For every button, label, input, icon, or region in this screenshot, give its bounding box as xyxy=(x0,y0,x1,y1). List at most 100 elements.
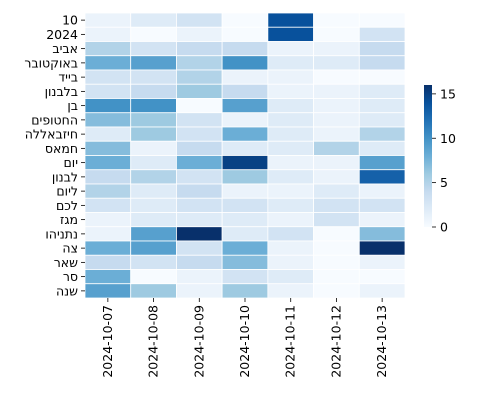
heatmap-cell xyxy=(358,112,406,128)
heatmap-cell xyxy=(313,254,360,270)
y-tick-label: חמאס xyxy=(45,141,78,156)
heatmap-cell xyxy=(176,212,223,228)
y-tick-label: בן xyxy=(67,98,78,113)
x-tick-label: 2024-10-13 xyxy=(374,305,389,378)
x-tick-label: 2024-10-07 xyxy=(100,305,115,378)
heatmap-cell xyxy=(358,169,406,185)
colorbar: 0 5 10 15 xyxy=(424,85,456,235)
heatmap-cell xyxy=(130,240,177,256)
heatmap-cell xyxy=(221,155,269,171)
heatmap-cell xyxy=(313,240,360,256)
heatmap-cell xyxy=(313,12,360,28)
x-tick-label: 2024-10-12 xyxy=(328,305,343,378)
heatmap-cell xyxy=(84,12,132,28)
heatmap-cell xyxy=(176,26,223,42)
heatmap-cell xyxy=(267,254,314,270)
heatmap-cell xyxy=(84,269,132,285)
heatmap-cell xyxy=(221,112,269,128)
heatmap-cell xyxy=(358,69,406,85)
heatmap-cell xyxy=(130,183,177,199)
heatmap-cell xyxy=(221,12,269,28)
heatmap-cell xyxy=(221,83,269,99)
heatmap-cell xyxy=(221,126,269,142)
heatmap-cell xyxy=(176,41,223,57)
colorbar-tick-label: 5 xyxy=(440,175,448,190)
heatmap-cell xyxy=(221,69,269,85)
heatmap-cell xyxy=(267,12,314,28)
y-tick-label: סר xyxy=(63,269,78,284)
heatmap-cell xyxy=(313,112,360,128)
heatmap-cell xyxy=(358,183,406,199)
heatmap-cell xyxy=(358,140,406,156)
heatmap-cell xyxy=(130,69,177,85)
y-tick-label: בלבנון xyxy=(45,84,78,99)
y-tick-label: החטופים xyxy=(31,112,78,127)
colorbar-gradient xyxy=(424,85,432,227)
heatmap-cell xyxy=(358,283,406,299)
heatmap-cell xyxy=(358,126,406,142)
heatmap-cell xyxy=(358,41,406,57)
x-axis-labels: 2024-10-07 2024-10-08 2024-10-09 2024-10-10… xyxy=(100,298,389,378)
heatmap-cell xyxy=(176,83,223,99)
heatmap-cell xyxy=(130,283,177,299)
heatmap-cell xyxy=(267,26,314,42)
heatmap-cell xyxy=(130,112,177,128)
heatmap-cell xyxy=(130,155,177,171)
heatmap-cell xyxy=(176,140,223,156)
heatmap-cell xyxy=(84,112,132,128)
heatmap-cell xyxy=(313,83,360,99)
heatmap-cell xyxy=(313,283,360,299)
heatmap-cell xyxy=(84,254,132,270)
y-tick-label: מגז xyxy=(60,212,78,227)
heatmap-cell xyxy=(267,83,314,99)
heatmap-cell xyxy=(84,283,132,299)
heatmap-cell xyxy=(313,140,360,156)
y-tick-label: שאר xyxy=(54,255,78,270)
heatmap-cell xyxy=(84,126,132,142)
heatmap-cell xyxy=(176,12,223,28)
y-tick-label: 2024 xyxy=(46,27,78,42)
heatmap-cell xyxy=(267,155,314,171)
x-tick-label: 2024-10-10 xyxy=(237,305,252,378)
heatmap-cell xyxy=(313,183,360,199)
heatmap-cell xyxy=(358,197,406,213)
heatmap-cell xyxy=(221,254,269,270)
x-tick-label: 2024-10-09 xyxy=(191,305,206,378)
y-tick-label: בייד xyxy=(58,70,78,85)
heatmap-cell xyxy=(221,169,269,185)
heatmap-cell xyxy=(176,240,223,256)
heatmap-cell xyxy=(84,212,132,228)
heatmap-cell xyxy=(267,269,314,285)
heatmap-cell xyxy=(130,226,177,242)
heatmap-cell xyxy=(84,183,132,199)
heatmap-cell xyxy=(358,98,406,114)
heatmap-cell xyxy=(84,240,132,256)
heatmap-cell xyxy=(267,140,314,156)
heatmap-cell xyxy=(313,269,360,285)
heatmap-cell xyxy=(176,98,223,114)
heatmap-cell xyxy=(358,12,406,28)
heatmap-cell xyxy=(221,226,269,242)
heatmap-cell xyxy=(176,226,223,242)
y-tick-label: יום xyxy=(64,155,79,170)
heatmap-cell xyxy=(358,83,406,99)
heatmap-cell xyxy=(176,269,223,285)
heatmap-cell xyxy=(221,55,269,71)
heatmap-cell xyxy=(130,12,177,28)
heatmap-cell xyxy=(313,69,360,85)
heatmap-cell xyxy=(84,169,132,185)
heatmap-cell xyxy=(313,98,360,114)
heatmap-cell xyxy=(130,254,177,270)
heatmap-cell xyxy=(313,26,360,42)
heatmap-cell xyxy=(176,183,223,199)
heatmap-cell xyxy=(130,140,177,156)
colorbar-tick-label: 15 xyxy=(440,86,456,101)
y-axis-labels: 102024אביבבאוקטוברביידבלבנוןבןהחטופיםחיז… xyxy=(24,13,85,298)
y-tick-label: חיזבאללה xyxy=(25,127,78,142)
heatmap-cell xyxy=(267,226,314,242)
heatmap-cell xyxy=(358,269,406,285)
heatmap-cell xyxy=(130,212,177,228)
heatmap-cell xyxy=(221,98,269,114)
x-tick-label: 2024-10-08 xyxy=(146,305,161,378)
heatmap-cell xyxy=(176,55,223,71)
